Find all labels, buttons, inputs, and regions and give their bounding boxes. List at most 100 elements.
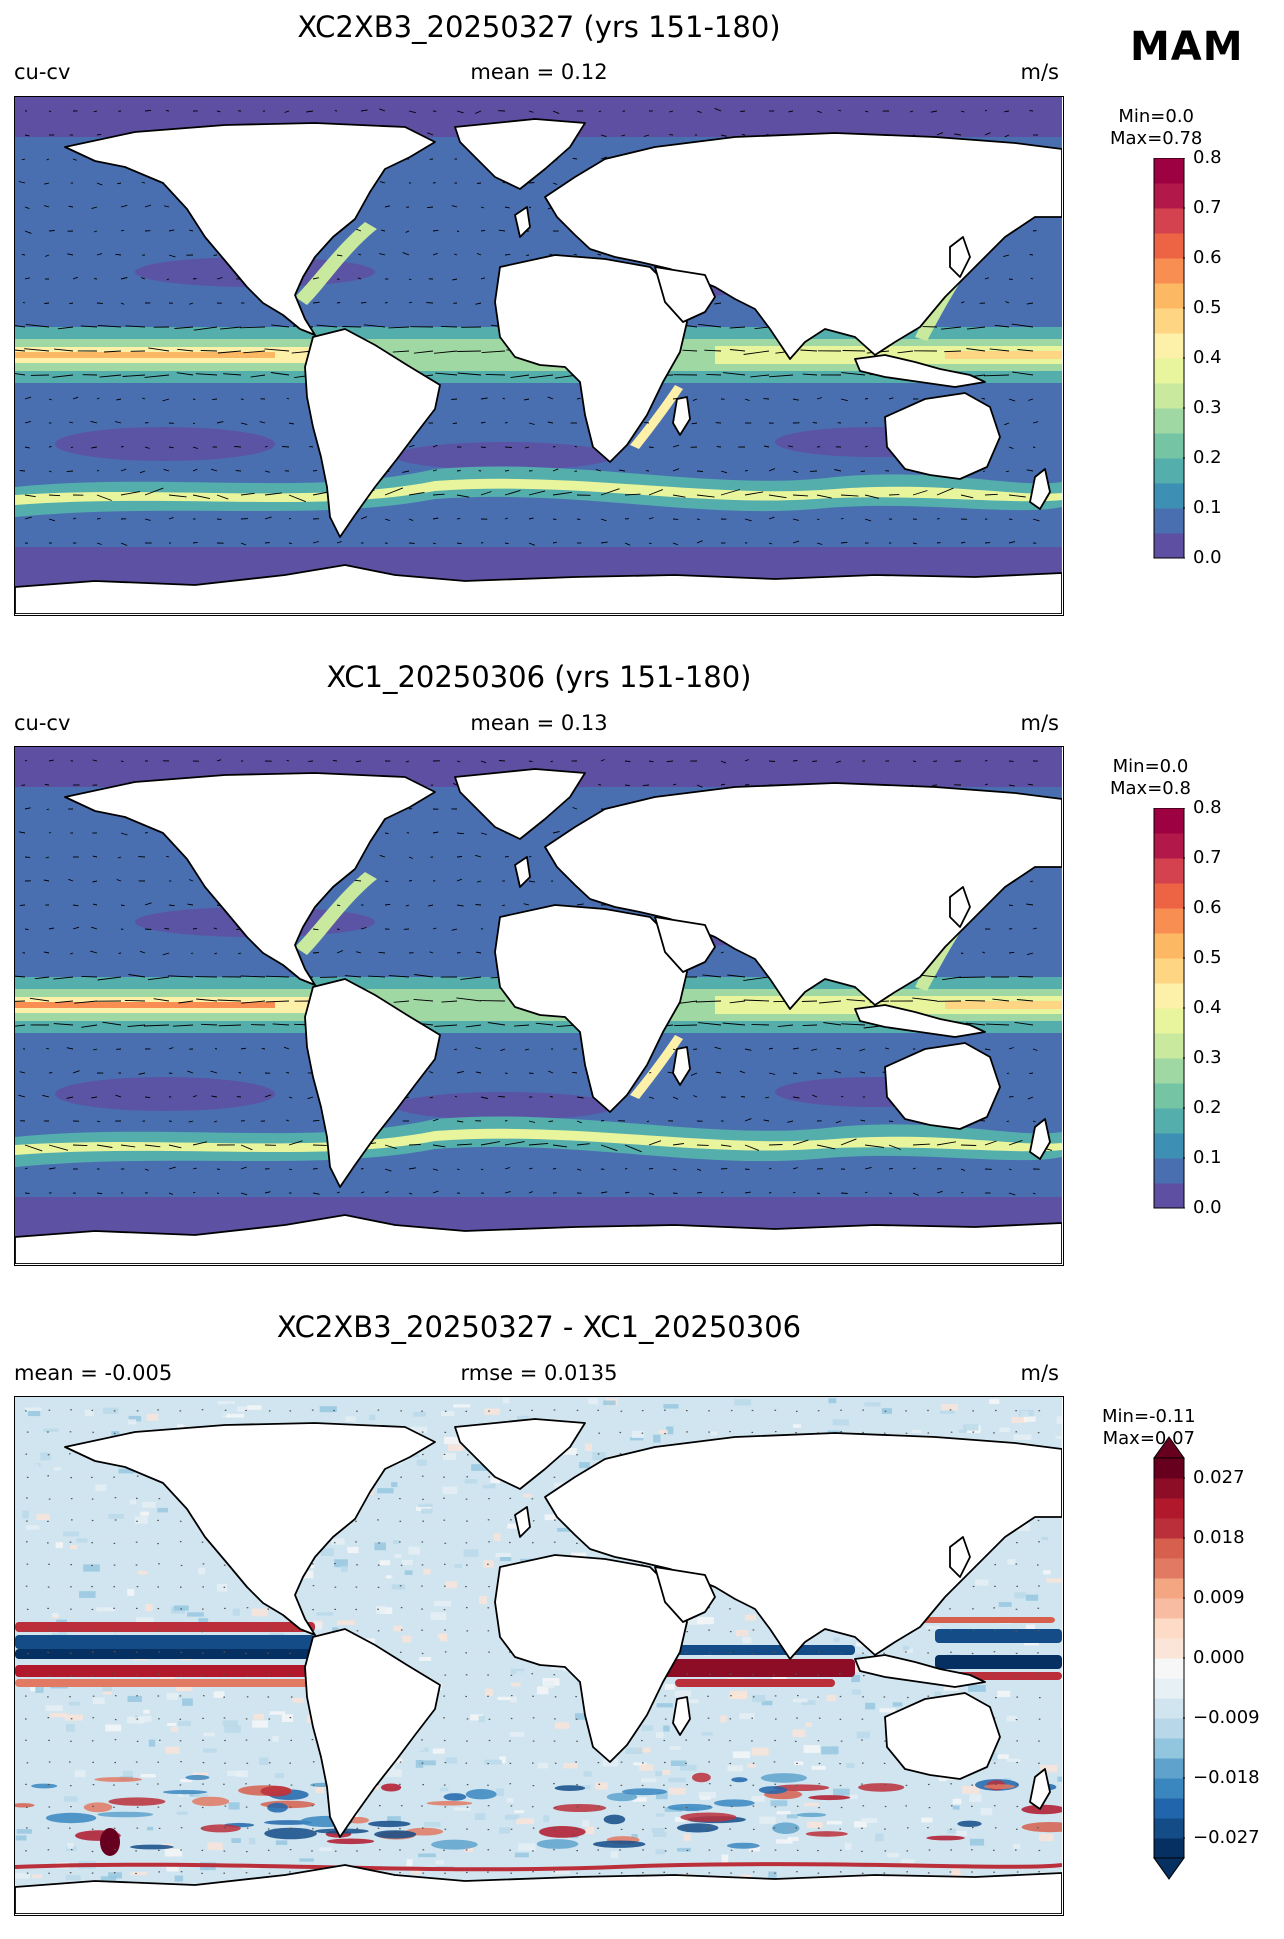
colorbar-swatch (1154, 883, 1184, 909)
colorbar-tick-label: 0.8 (1193, 147, 1222, 168)
landmass-newZealand (1029, 1768, 1051, 1810)
panel-2-minmax: Min=0.0 Max=0.8 (1110, 756, 1191, 800)
landmass-southAmerica (304, 328, 441, 538)
panel-2-variable-label: cu-cv (14, 711, 71, 735)
colorbar-swatch (1154, 1058, 1184, 1084)
landmass-arabia (654, 1566, 716, 1623)
landmass-eurasia (544, 132, 1062, 360)
colorbar-tick-label: −0.018 (1193, 1767, 1260, 1788)
landmass-australia (884, 1692, 1001, 1780)
colorbar-swatch (1154, 1183, 1184, 1209)
colorbar-swatch (1154, 958, 1184, 984)
landmass-greenland (454, 768, 586, 840)
panel-2-map-canvas (15, 747, 1062, 1264)
colorbar-tick-label: 0.5 (1193, 947, 1222, 968)
landmass-madagascar (672, 1696, 691, 1736)
colorbar-swatch (1154, 1458, 1184, 1479)
colorbar-swatch (1154, 833, 1184, 859)
panel-1-title: XC2XB3_20250327 (yrs 151-180) (297, 10, 781, 44)
colorbar-swatch (1154, 433, 1184, 459)
colorbar-swatch (1154, 408, 1184, 434)
colorbar-swatch (1154, 1083, 1184, 1109)
colorbar-swatch (1154, 1718, 1184, 1739)
landmass-greenland (454, 1418, 586, 1490)
colorbar-tick-label: 0.2 (1193, 1097, 1222, 1118)
landmass-japan (949, 236, 971, 278)
colorbar-swatch (1154, 358, 1184, 384)
landmass-antarctica (15, 564, 1062, 614)
landmass-southAmerica (304, 1628, 441, 1838)
panel-2-mean-label: mean = 0.13 (470, 711, 608, 735)
colorbar-swatch (1154, 1818, 1184, 1839)
colorbar-swatch (1154, 808, 1184, 834)
colorbar-swatch (1154, 1678, 1184, 1699)
panel-3-title: XC2XB3_20250327 - XC1_20250306 (276, 1310, 802, 1344)
colorbar-tick-label: 0.3 (1193, 397, 1222, 418)
colorbar-swatch (1154, 1778, 1184, 1799)
landmass-madagascar (672, 396, 691, 436)
colorbar-tick-label: 0.1 (1193, 1147, 1222, 1168)
colorbar-tick-label: 0.000 (1193, 1647, 1245, 1668)
landmass-britain (514, 856, 531, 888)
colorbar-swatch (1154, 208, 1184, 234)
panel-2-units-label: m/s (1020, 711, 1059, 735)
colorbar-swatch (1154, 158, 1184, 184)
panel-1-max-label: Max=0.78 (1110, 128, 1203, 149)
colorbar-swatch (1154, 483, 1184, 509)
landmass-indonesia (854, 1654, 986, 1688)
colorbar-swatch (1154, 533, 1184, 559)
landmass-japan (949, 886, 971, 928)
panel-2-min-label: Min=0.0 (1112, 756, 1189, 777)
landmass-japan (949, 1536, 971, 1578)
colorbar-swatch (1154, 1598, 1184, 1619)
colorbar-swatch (1154, 983, 1184, 1009)
landmass-britain (514, 1506, 531, 1538)
landmass-africa (494, 1554, 688, 1763)
colorbar-swatch (1154, 233, 1184, 259)
panel-1-units-label: m/s (1020, 60, 1059, 84)
panel-3-map-canvas (15, 1397, 1062, 1914)
landmass-arabia (654, 916, 716, 973)
colorbar-swatch (1154, 1578, 1184, 1599)
landmass-eurasia (544, 1432, 1062, 1660)
landmass-northAmerica (64, 772, 436, 986)
panel-1-map-canvas (15, 97, 1062, 614)
colorbar-tick-label: 0.0 (1193, 547, 1222, 568)
colorbar-swatch (1154, 858, 1184, 884)
colorbar-swatch (1154, 1008, 1184, 1034)
landmass-northAmerica (64, 122, 436, 336)
colorbar-scale (1153, 1436, 1185, 1880)
panel-2-map (14, 746, 1064, 1266)
colorbar-swatch (1154, 1638, 1184, 1659)
colorbar-swatch (1154, 508, 1184, 534)
colorbar-swatch (1154, 1108, 1184, 1134)
landmass-indonesia (854, 1004, 986, 1038)
colorbar-tick-label: 0.8 (1193, 797, 1222, 818)
panel-1-variable-label: cu-cv (14, 60, 71, 84)
landmass-australia (884, 392, 1001, 480)
colorbar-tick-label: 0.7 (1193, 197, 1222, 218)
panel-2-title: XC1_20250306 (yrs 151-180) (326, 660, 752, 694)
landmass-africa (494, 254, 688, 463)
panel-3-mean-label: mean = -0.005 (14, 1361, 173, 1385)
colorbar-swatch (1154, 1518, 1184, 1539)
panel-1-minmax: Min=0.0 Max=0.78 (1110, 106, 1202, 150)
colorbar-swatch (1154, 458, 1184, 484)
colorbar-scale (1153, 158, 1185, 559)
colorbar-swatch (1154, 1133, 1184, 1159)
colorbar-tick-label: 0.6 (1193, 247, 1222, 268)
landmass-newZealand (1029, 1118, 1051, 1160)
landmass-antarctica (15, 1864, 1062, 1914)
panel-3-min-label: Min=-0.11 (1102, 1406, 1196, 1427)
colorbar-tick-label: 0.018 (1193, 1527, 1245, 1548)
colorbar-tick-label: 0.027 (1193, 1467, 1245, 1488)
panel-3-map (14, 1396, 1064, 1916)
panel-1-map (14, 96, 1064, 616)
colorbar-swatch (1154, 1618, 1184, 1639)
colorbar-swatch (1154, 1698, 1184, 1719)
colorbar-swatch (1154, 1538, 1184, 1559)
season-label: MAM (1130, 24, 1244, 70)
panel-3-units-label: m/s (1020, 1361, 1059, 1385)
colorbar-tick-label: −0.027 (1193, 1827, 1260, 1848)
colorbar-tick-label: 0.6 (1193, 897, 1222, 918)
